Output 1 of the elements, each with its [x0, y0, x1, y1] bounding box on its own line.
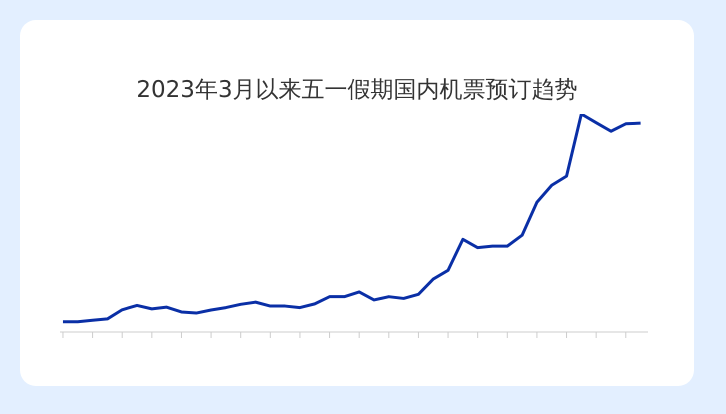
chart-title: 2023年3月以来五一假期国内机票预订趋势: [135, 76, 579, 105]
